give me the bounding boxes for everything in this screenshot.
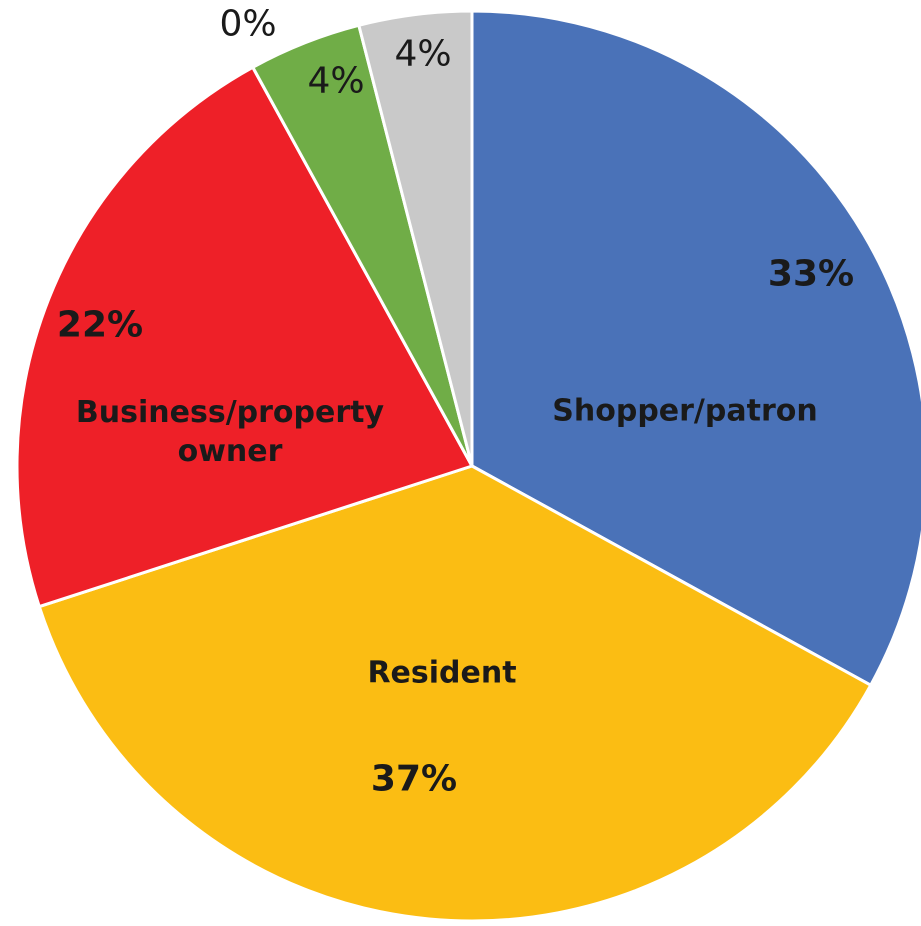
- pie-slice: [357, 9, 474, 467]
- pie-slice: [470, 9, 921, 688]
- value-label: 33%: [767, 253, 855, 295]
- value-label: 37%: [370, 758, 458, 800]
- value-label: 22%: [56, 304, 144, 346]
- category-label: Shopper/patron: [552, 393, 818, 429]
- category-label: Business/property owner: [75, 395, 385, 469]
- pie-slice: [15, 65, 475, 609]
- category-label: Resident: [367, 655, 517, 691]
- value-label: 4%: [307, 60, 365, 102]
- pie-slice: [37, 464, 873, 923]
- value-label: 0%: [219, 3, 277, 45]
- value-label: 4%: [394, 33, 452, 75]
